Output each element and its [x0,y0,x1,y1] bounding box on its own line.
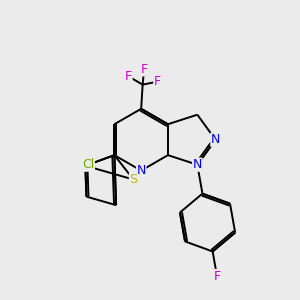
Text: N: N [211,133,220,146]
Text: F: F [140,63,148,76]
Text: N: N [136,164,146,177]
Text: F: F [154,75,161,88]
Text: N: N [193,158,202,171]
Text: F: F [125,70,132,83]
Text: Cl: Cl [82,158,94,171]
Text: S: S [129,173,137,186]
Text: F: F [213,270,220,283]
